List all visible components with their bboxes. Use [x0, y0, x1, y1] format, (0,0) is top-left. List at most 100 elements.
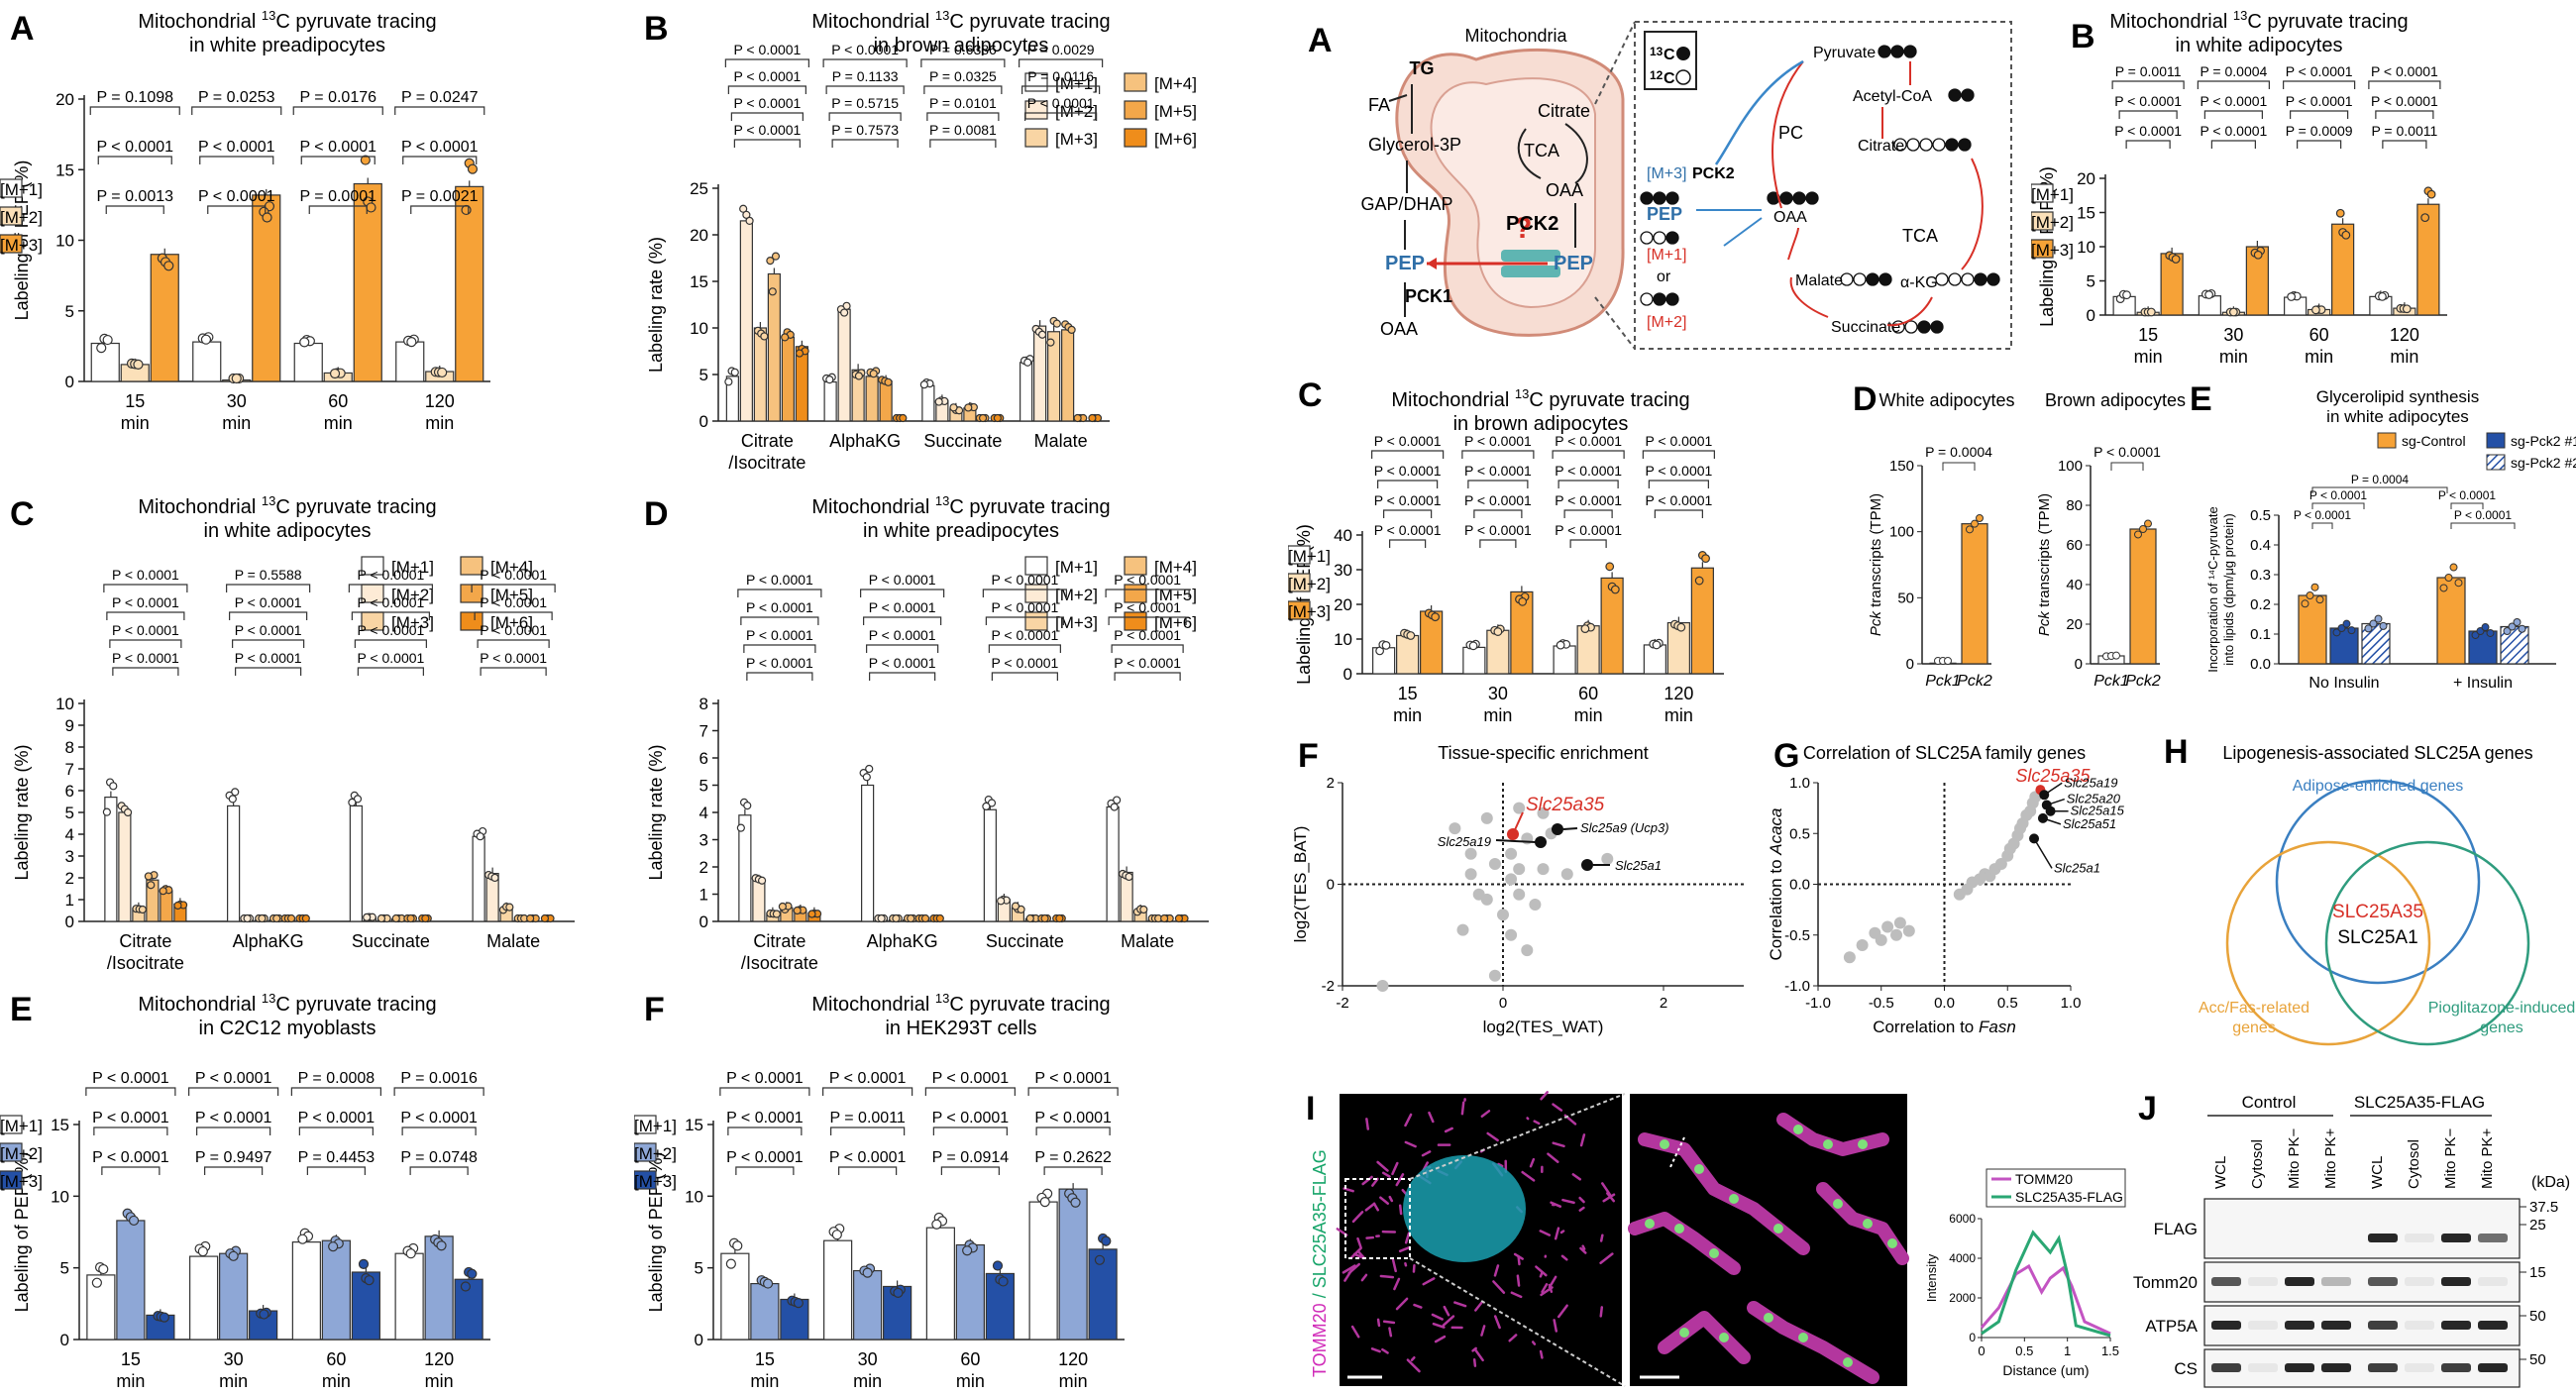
x-tick-label: 60 [960, 1349, 980, 1369]
matrix-pck2-label: PCK2 [1506, 213, 1558, 235]
p-value-label: P < 0.0001 [112, 594, 179, 610]
y-tick-label: 5 [699, 366, 708, 384]
data-point [831, 1230, 842, 1240]
blot-band [2368, 1363, 2398, 1372]
mitochondrion-stain [1381, 1171, 1391, 1178]
data-point [1556, 640, 1565, 650]
lane-label: Cytosol [2406, 1139, 2422, 1189]
data-point [760, 332, 769, 341]
mitochondrion-stain [1351, 1211, 1364, 1224]
y-tick-label: 40 [1334, 526, 1352, 545]
p-value-label: P < 0.0001 [746, 572, 813, 588]
mitochondrion-stain [1388, 1195, 1394, 1203]
significance-bracket [1557, 480, 1619, 488]
data-point [2426, 189, 2436, 199]
adipose-label: Adipose-enriched genes [2293, 778, 2464, 795]
bar [823, 380, 837, 422]
legend-label: [M+2] [391, 586, 434, 604]
x-tick-label: min [425, 1371, 454, 1391]
data-point [2444, 574, 2453, 582]
carbon-atom [1665, 191, 1679, 205]
data-point [2378, 291, 2387, 301]
y-axis-label: Correlation to Acaca [1767, 807, 1785, 960]
data-point [2315, 595, 2324, 604]
significance-bracket [109, 639, 182, 648]
data-point [2379, 621, 2388, 630]
significance-bracket [235, 667, 302, 676]
data-point [1694, 576, 1704, 586]
significance-bracket [410, 205, 470, 214]
x-tick-label: min [222, 413, 251, 433]
legend-label: sg-Control [2402, 433, 2466, 449]
data-point [781, 333, 790, 342]
data-point [877, 913, 886, 923]
significance-bracket [204, 1166, 264, 1175]
lane-label: WCL [2212, 1156, 2229, 1189]
tca-cycle-arrows [1517, 123, 1588, 184]
panel-left-b: B Mitochondrial 13C pyruvate tracing in br… [634, 0, 1268, 485]
significance-bracket [746, 672, 813, 681]
significance-bracket [2197, 80, 2270, 89]
gene-label: Slc25a35 [2015, 766, 2091, 786]
mitochondrion-stain [1372, 1202, 1379, 1212]
mitochondrion-stain [1529, 1157, 1536, 1168]
data-point [982, 802, 991, 810]
p-value-label: P < 0.0001 [357, 650, 424, 666]
bar [1576, 625, 1600, 675]
mitochondrion-stain [1540, 1091, 1550, 1101]
carbon-atom [1961, 88, 1975, 102]
fa-arrow [1388, 94, 1408, 102]
blot-row-label: Tomm20 [2133, 1273, 2198, 1292]
x-tick-label: min [1574, 705, 1603, 723]
data-point [173, 901, 182, 911]
mitochondrion-stain [1410, 1355, 1416, 1362]
carbon-atom [1878, 45, 1891, 58]
data-point [348, 798, 357, 807]
mitochondrion-stain [1486, 1131, 1499, 1142]
highlight-point [2037, 812, 2048, 823]
legend-label: [M+1] [634, 1117, 677, 1135]
bar [853, 1269, 883, 1341]
data-point [2513, 618, 2522, 626]
significance-bracket [920, 58, 1006, 67]
y-tick-label: 0.1 [2250, 626, 2271, 643]
p-value-label: P < 0.0001 [2200, 123, 2267, 139]
bar [472, 835, 485, 922]
significance-bracket [292, 106, 383, 115]
significance-bracket [1467, 480, 1529, 488]
y-tick-label: 5 [65, 804, 74, 822]
mitochondrion-stain [1342, 1264, 1356, 1274]
data-point [2332, 628, 2341, 637]
lane-label: Mito PK+ [2479, 1127, 2496, 1189]
data-point [2481, 623, 2490, 632]
x-tick-label: AlphaKG [829, 431, 901, 451]
carbon-atom [1805, 191, 1819, 205]
p-value-label: P < 0.0001 [733, 68, 801, 84]
p-value-label: P < 0.0001 [1645, 433, 1712, 449]
data-point [1110, 803, 1119, 811]
y-tick-label: 0 [1327, 877, 1335, 894]
data-point [1040, 913, 1049, 923]
scatter-right-f: F Tissue-specific enrichment -2 0 2 -2 0 2 log2(… [1291, 737, 1744, 1036]
y-tick-label: 10 [1334, 630, 1352, 649]
blot-band [2441, 1234, 2471, 1242]
fa-label: FA [1368, 95, 1390, 115]
x-tick-label: Pck1 [1925, 673, 1961, 690]
x-tick-label: 30 [224, 1349, 244, 1369]
significance-bracket [409, 1166, 469, 1175]
significance-bracket [988, 644, 1061, 653]
x-tick-label: 15 [2138, 325, 2158, 345]
significance-bracket [232, 639, 305, 648]
significance-bracket [2450, 522, 2516, 529]
bar [1462, 646, 1486, 675]
y-tick-label: 2 [1327, 775, 1335, 792]
legend-swatch [1024, 100, 1048, 120]
y-tick-label: 0 [1969, 1331, 1976, 1344]
p-value-label: P < 0.0001 [2286, 63, 2353, 79]
y-tick-label: 20 [2077, 169, 2095, 188]
p-value-label: P = 0.4453 [298, 1149, 376, 1166]
data-point [243, 913, 252, 923]
matrix-oaa-label: OAA [1546, 180, 1583, 200]
